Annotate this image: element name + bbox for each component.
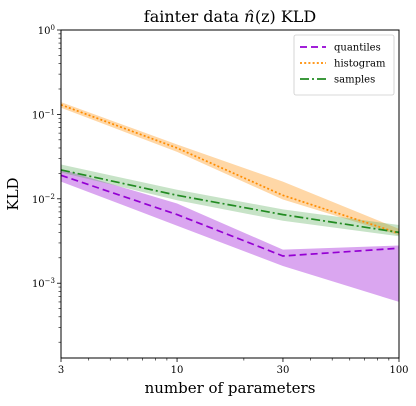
band-samples — [61, 164, 399, 237]
band-histogram — [61, 102, 399, 236]
x-tick-label: 100 — [389, 365, 408, 376]
legend: quantiles histogram samples — [293, 34, 395, 96]
line-histogram — [60, 104, 400, 235]
y-tick-label: 10−3 — [32, 277, 55, 290]
y-tick-label: 10−1 — [32, 108, 55, 121]
y-tick-label: 10−2 — [32, 193, 55, 206]
y-tick-label: 100 — [38, 24, 55, 37]
line-quantiles — [60, 174, 400, 257]
legend-box — [293, 34, 395, 96]
y-axis-label: KLD — [4, 177, 22, 210]
series-lines — [60, 104, 400, 257]
x-axis-label: number of parameters — [145, 379, 316, 397]
legend-label-histogram: histogram — [334, 59, 386, 70]
chart-title: fainter data n^(z) KLD — [144, 7, 316, 26]
line-samples — [60, 169, 400, 234]
axis-ticks: 3 10 30 100 10−3 10−2 10−1 100 — [32, 24, 409, 376]
uncertainty-bands — [61, 102, 399, 302]
legend-label-quantiles: quantiles — [334, 43, 381, 54]
x-tick-label: 10 — [171, 365, 184, 376]
legend-label-samples: samples — [334, 75, 375, 86]
x-tick-label: 30 — [277, 365, 290, 376]
x-tick-label: 3 — [58, 365, 64, 376]
plot-frame — [60, 29, 400, 359]
